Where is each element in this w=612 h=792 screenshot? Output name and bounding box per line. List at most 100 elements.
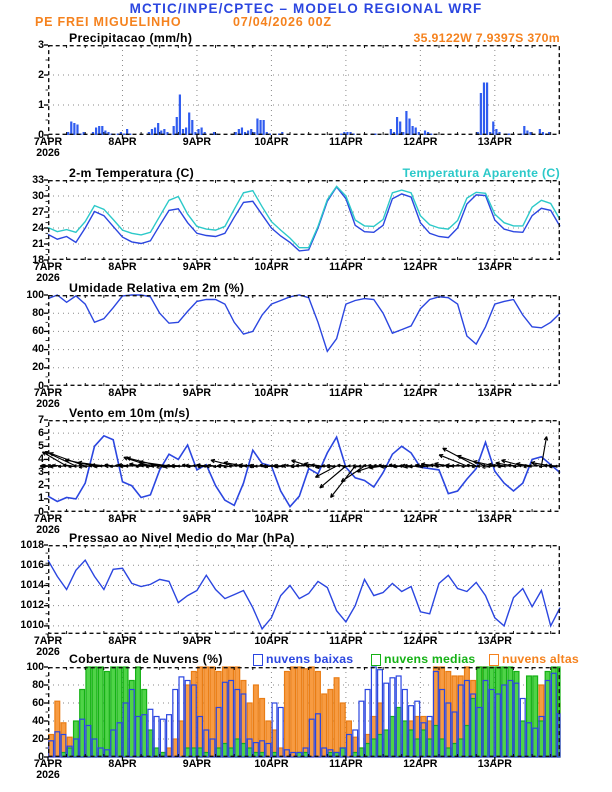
- x-axis-day-label: 10APR: [254, 261, 289, 273]
- y-axis-tick-label: 40: [32, 343, 44, 356]
- run-datetime: 07/04/2026 00Z: [233, 15, 332, 29]
- location-label: 35.9122W 7.9397S 370m: [413, 31, 560, 45]
- x-axis-day-label: 8APR: [108, 758, 137, 770]
- y-axis-tick-label: 1: [38, 492, 44, 505]
- y-axis-tick-label: 0: [38, 750, 44, 763]
- low-clouds-legend-label: nuvens baixas: [266, 652, 354, 666]
- x-axis-day-label: 9APR: [182, 136, 212, 148]
- y-axis-tick-label: 100: [26, 660, 44, 673]
- x-axis-day-label: 11APR: [329, 136, 363, 148]
- x-axis-day-label: 10APR: [254, 513, 289, 525]
- pressure-title: Pressao ao Nivel Medio do Mar (hPa): [69, 531, 295, 545]
- y-axis-tick-label: 20: [32, 361, 44, 374]
- x-axis-day-label: 10APR: [254, 136, 289, 148]
- y-axis-tick-label: 1: [38, 98, 44, 111]
- model-title: MCTIC/INPE/CPTEC – MODELO REGIONAL WRF: [129, 1, 483, 16]
- x-axis-day-label: 13APR: [477, 635, 512, 647]
- y-axis-tick-label: 60: [32, 324, 44, 337]
- x-axis-day-label: 11APR: [329, 758, 363, 770]
- x-axis-day-label: 10APR: [254, 635, 289, 647]
- x-axis-day-label: 13APR: [477, 136, 512, 148]
- x-axis-year-label: 2026: [36, 646, 60, 658]
- temperature-title: 2-m Temperatura (C): [69, 166, 195, 180]
- x-axis-day-label: 13APR: [477, 261, 512, 273]
- x-axis-year-label: 2026: [36, 524, 60, 536]
- y-axis-tick-label: 1018: [20, 538, 44, 551]
- y-axis-tick-label: 2: [38, 68, 44, 81]
- x-axis-day-label: 13APR: [477, 758, 512, 770]
- x-axis-day-label: 11APR: [329, 635, 363, 647]
- mid-clouds-legend-swatch: [371, 654, 381, 666]
- x-axis-day-label: 11APR: [329, 387, 363, 399]
- y-axis-tick-label: 2: [38, 479, 44, 492]
- x-axis-day-label: 11APR: [329, 513, 363, 525]
- x-axis-year-label: 2026: [36, 272, 60, 284]
- pressure-chart: [44, 544, 561, 638]
- x-axis-year-label: 2026: [36, 147, 60, 159]
- clouds-chart: [44, 666, 561, 761]
- humidity-chart: [44, 294, 561, 390]
- y-axis-tick-label: 30: [32, 189, 44, 202]
- x-axis-day-label: 8APR: [108, 261, 137, 273]
- y-axis-tick-label: 20: [32, 732, 44, 745]
- x-axis-day-label: 13APR: [477, 387, 512, 399]
- x-axis-day-label: 10APR: [254, 758, 289, 770]
- x-axis-day-label: 12APR: [403, 387, 438, 399]
- y-axis-tick-label: 1010: [20, 619, 44, 632]
- y-axis-tick-label: 7: [38, 413, 44, 426]
- low-clouds-legend-swatch: [253, 654, 263, 666]
- x-axis-day-label: 7APR: [33, 136, 63, 148]
- y-axis-tick-label: 3: [38, 38, 44, 51]
- x-axis-day-label: 7APR: [33, 513, 63, 525]
- precipitation-chart: [44, 44, 561, 139]
- x-axis-day-label: 11APR: [329, 261, 363, 273]
- high-clouds-legend-swatch: [489, 654, 499, 666]
- x-axis-day-label: 12APR: [403, 513, 438, 525]
- y-axis-tick-label: 100: [26, 288, 44, 301]
- y-axis-tick-label: 5: [38, 439, 44, 452]
- x-axis-day-label: 10APR: [254, 387, 289, 399]
- x-axis-day-label: 12APR: [403, 136, 438, 148]
- y-axis-tick-label: 40: [32, 714, 44, 727]
- y-axis-tick-label: 27: [32, 205, 44, 218]
- x-axis-day-label: 12APR: [403, 758, 438, 770]
- mid-clouds-legend-label: nuvens medias: [384, 652, 476, 666]
- x-axis-day-label: 9APR: [182, 261, 212, 273]
- x-axis-day-label: 8APR: [108, 387, 137, 399]
- x-axis-day-label: 7APR: [33, 387, 63, 399]
- clouds-title: Cobertura de Nuvens (%): [69, 652, 223, 666]
- y-axis-tick-label: 4: [38, 452, 44, 465]
- y-axis-tick-label: 1012: [20, 599, 44, 612]
- x-axis-day-label: 9APR: [182, 635, 212, 647]
- x-axis-day-label: 12APR: [403, 261, 438, 273]
- y-axis-tick-label: 21: [32, 237, 44, 250]
- y-axis-tick-label: 1014: [20, 578, 44, 591]
- x-axis-day-label: 7APR: [33, 758, 63, 770]
- x-axis-day-label: 8APR: [108, 513, 137, 525]
- x-axis-day-label: 9APR: [182, 513, 212, 525]
- y-axis-tick-label: 60: [32, 696, 44, 709]
- x-axis-year-label: 2026: [36, 398, 60, 410]
- wind-title: Vento em 10m (m/s): [69, 406, 190, 420]
- station-name: PE FREI MIGUELINHO: [35, 15, 182, 29]
- y-axis-tick-label: 0: [38, 505, 44, 518]
- precipitation-title: Precipitacao (mm/h): [69, 31, 193, 45]
- y-axis-tick-label: 6: [38, 426, 44, 439]
- y-axis-tick-label: 80: [32, 678, 44, 691]
- x-axis-year-label: 2026: [36, 769, 60, 781]
- temperature-chart: [44, 179, 561, 264]
- y-axis-tick-label: 1016: [20, 558, 44, 571]
- high-clouds-legend-label: nuvens altas: [502, 652, 579, 666]
- wind-chart: [39, 419, 561, 516]
- apparent-temperature-label: Temperatura Aparente (C): [402, 166, 560, 180]
- humidity-title: Umidade Relativa em 2m (%): [69, 281, 245, 295]
- y-axis-tick-label: 0: [38, 128, 44, 141]
- x-axis-day-label: 8APR: [108, 635, 137, 647]
- y-axis-tick-label: 18: [32, 253, 44, 266]
- x-axis-day-label: 8APR: [108, 136, 137, 148]
- y-axis-tick-label: 24: [32, 221, 44, 234]
- x-axis-day-label: 9APR: [182, 758, 212, 770]
- x-axis-day-label: 7APR: [33, 635, 63, 647]
- x-axis-day-label: 9APR: [182, 387, 212, 399]
